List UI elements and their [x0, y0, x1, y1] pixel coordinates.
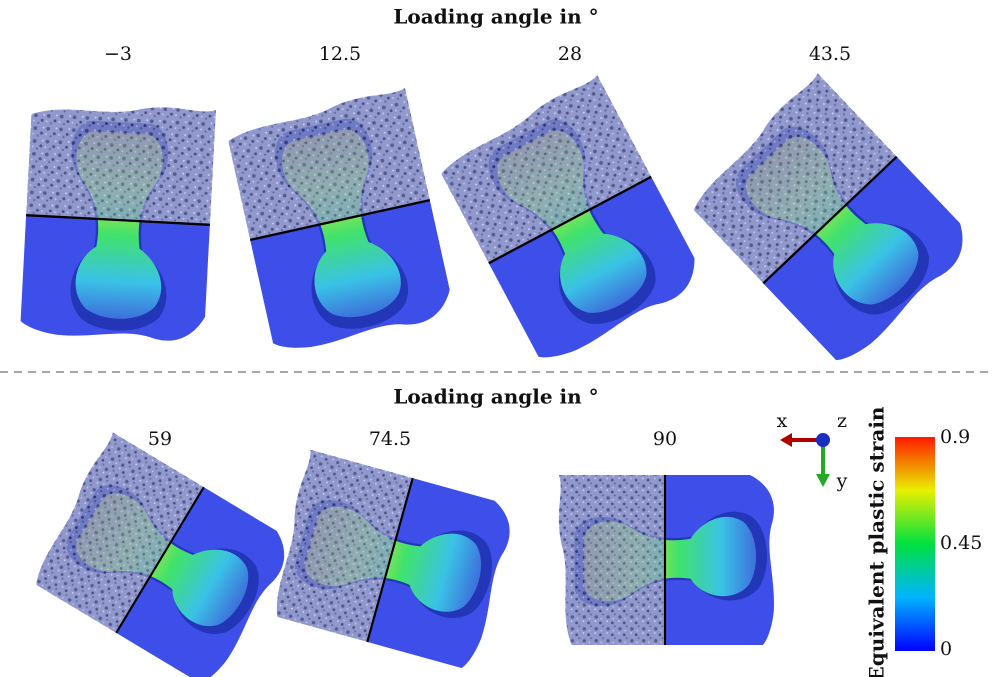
specimen	[25, 432, 297, 677]
axis-triad: x y z	[777, 410, 848, 492]
triad-z: z	[837, 410, 847, 432]
row-title: Loading angle in °	[393, 385, 598, 409]
figure: x y z 0.9 0.45 0 Equivalent plastic stra…	[0, 0, 992, 677]
specimen	[684, 73, 978, 369]
angle-label: −3	[104, 43, 132, 65]
specimen	[559, 475, 774, 645]
triad-y: y	[836, 470, 848, 492]
colorbar-tick: 0.45	[940, 532, 982, 554]
triad-x: x	[777, 410, 788, 432]
colorbar-gradient	[895, 437, 935, 651]
specimen	[225, 88, 455, 355]
colorbar: 0.9 0.45 0 Equivalent plastic strain	[865, 406, 983, 677]
angle-label: 74.5	[369, 428, 411, 450]
row-title: Loading angle in °	[393, 5, 598, 29]
angle-label: 43.5	[809, 43, 851, 65]
colorbar-tick: 0.9	[940, 426, 970, 448]
angle-label: 59	[148, 428, 172, 450]
colorbar-label: Equivalent plastic strain	[865, 406, 889, 677]
specimen	[20, 100, 216, 342]
specimen	[435, 75, 707, 367]
angle-label: 12.5	[319, 43, 361, 65]
angle-label: 90	[653, 428, 677, 450]
specimen	[265, 450, 518, 671]
specimens	[20, 73, 978, 677]
colorbar-tick: 0	[940, 638, 952, 660]
angle-label: 28	[558, 43, 582, 65]
